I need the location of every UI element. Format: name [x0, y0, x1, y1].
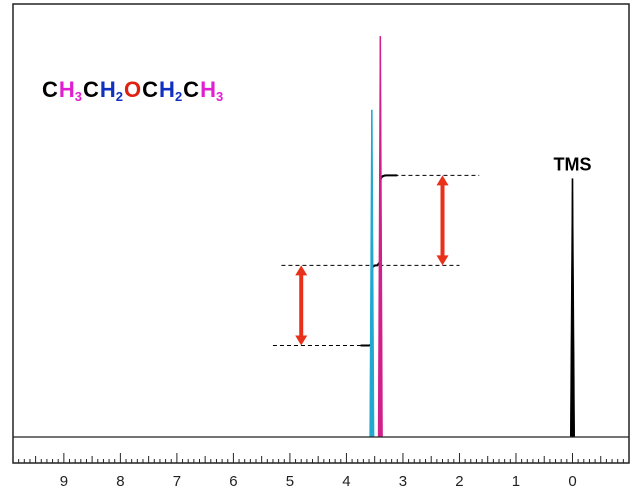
- ethyl-ether-formula: CH3CH2OCH2CH3: [42, 77, 223, 104]
- plot-frame: [12, 3, 630, 464]
- formula-subscript: 3: [75, 89, 82, 104]
- formula-letter: H: [200, 77, 216, 102]
- formula-letter: C: [183, 77, 199, 102]
- formula-subscript: 2: [116, 89, 123, 104]
- x-tick-label: 8: [116, 473, 124, 490]
- x-tick-label: 2: [455, 473, 463, 490]
- formula-letter: H: [159, 77, 175, 102]
- formula-letter: O: [124, 77, 141, 102]
- formula-letter: H: [100, 77, 116, 102]
- x-tick-label: 1: [512, 473, 520, 490]
- arrow-head-up: [295, 265, 308, 276]
- tms-label: TMS: [553, 155, 591, 175]
- integration-arrow-1: [295, 265, 308, 346]
- arrow-head-down: [436, 255, 449, 266]
- integration-arrow-2: [436, 175, 449, 266]
- formula-letter: C: [83, 77, 99, 102]
- formula-letter: C: [142, 77, 158, 102]
- x-tick-label: 3: [399, 473, 407, 490]
- x-tick-label: 5: [286, 473, 294, 490]
- formula-subscript: 3: [216, 89, 223, 104]
- x-tick-label: 9: [60, 473, 68, 490]
- x-tick-label: 7: [173, 473, 181, 490]
- x-tick-label: 6: [229, 473, 237, 490]
- formula-letter: C: [42, 77, 58, 102]
- formula-letter: H: [59, 77, 75, 102]
- arrow-head-up: [436, 175, 449, 186]
- arrow-head-down: [295, 335, 308, 346]
- x-tick-label: 4: [342, 473, 350, 490]
- x-tick-label: 0: [568, 473, 576, 490]
- formula-subscript: 2: [175, 89, 182, 104]
